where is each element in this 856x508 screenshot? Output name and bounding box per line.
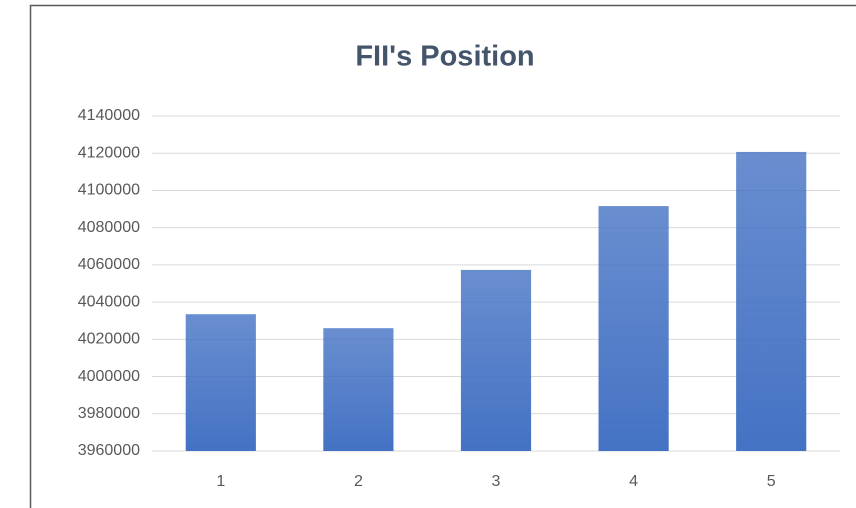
y-tick-label: 4040000: [78, 293, 140, 310]
x-tick-label: 2: [354, 473, 363, 490]
y-tick-label: 4140000: [78, 107, 140, 124]
x-tick-label: 1: [216, 473, 225, 490]
y-tick-label: 4000000: [78, 368, 140, 385]
bar: [736, 151, 807, 452]
y-tick-label: 4100000: [78, 182, 140, 199]
x-tick-label: 5: [767, 473, 776, 490]
y-tick-label: 4080000: [78, 219, 140, 236]
bar: [185, 314, 256, 451]
chart-title: FII's Position: [355, 41, 534, 73]
x-tick-label: 4: [629, 473, 638, 490]
bar: [598, 206, 669, 451]
y-tick-label: 3980000: [78, 405, 140, 422]
x-tick-label: 3: [492, 473, 501, 490]
bar: [460, 269, 532, 451]
y-tick-label: 4120000: [78, 144, 140, 161]
y-tick-label: 3960000: [78, 442, 140, 459]
y-tick-label: 4020000: [78, 331, 140, 348]
chart-frame: [29, 4, 856, 508]
bar: [323, 328, 394, 451]
y-tick-label: 4060000: [78, 256, 140, 273]
